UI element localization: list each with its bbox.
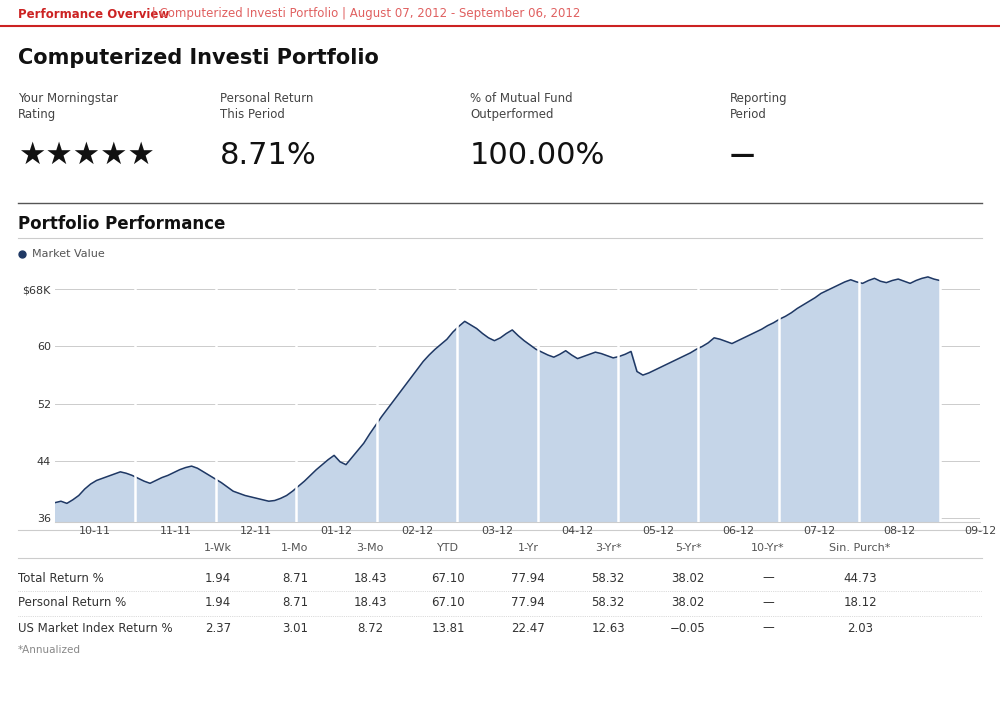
Text: 8.71%: 8.71% (220, 140, 317, 170)
Text: 1.94: 1.94 (205, 572, 231, 585)
Text: 1-Yr: 1-Yr (518, 543, 538, 553)
Text: —: — (730, 143, 755, 167)
Text: Period: Period (730, 108, 767, 121)
Text: Rating: Rating (18, 108, 56, 121)
Text: 38.02: 38.02 (671, 597, 705, 610)
Text: Total Return %: Total Return % (18, 572, 104, 585)
Text: Your Morningstar: Your Morningstar (18, 92, 118, 105)
Text: Personal Return %: Personal Return % (18, 597, 126, 610)
Text: 58.32: 58.32 (591, 572, 625, 585)
Text: 1-Wk: 1-Wk (204, 543, 232, 553)
Text: 22.47: 22.47 (511, 622, 545, 635)
Text: Outperformed: Outperformed (470, 108, 554, 121)
Text: Computerized Investi Portfolio: Computerized Investi Portfolio (18, 48, 379, 68)
Text: 3-Mo: 3-Mo (356, 543, 384, 553)
Text: 8.71: 8.71 (282, 597, 308, 610)
Text: 58.32: 58.32 (591, 597, 625, 610)
Text: Market Value: Market Value (32, 249, 105, 259)
Text: —: — (762, 597, 774, 610)
Text: Performance Overview: Performance Overview (18, 8, 169, 21)
Text: 67.10: 67.10 (431, 572, 465, 585)
Text: 67.10: 67.10 (431, 597, 465, 610)
Text: | Computerized Investi Portfolio | August 07, 2012 - September 06, 2012: | Computerized Investi Portfolio | Augus… (148, 8, 580, 21)
Text: 1.94: 1.94 (205, 597, 231, 610)
Text: 77.94: 77.94 (511, 597, 545, 610)
Text: —: — (762, 622, 774, 635)
Text: Sin. Purch*: Sin. Purch* (829, 543, 891, 553)
Text: ★★★★★: ★★★★★ (18, 140, 155, 170)
Text: % of Mutual Fund: % of Mutual Fund (470, 92, 573, 105)
Text: *Annualized: *Annualized (18, 645, 81, 655)
Text: 18.12: 18.12 (843, 597, 877, 610)
Text: 100.00%: 100.00% (470, 140, 605, 170)
Text: 18.43: 18.43 (353, 597, 387, 610)
Text: US Market Index Return %: US Market Index Return % (18, 622, 173, 635)
Text: 1-Mo: 1-Mo (281, 543, 309, 553)
Text: −0.05: −0.05 (670, 622, 706, 635)
Text: 44.73: 44.73 (843, 572, 877, 585)
Text: 13.81: 13.81 (431, 622, 465, 635)
Text: 2.37: 2.37 (205, 622, 231, 635)
Text: 18.43: 18.43 (353, 572, 387, 585)
Text: 8.71: 8.71 (282, 572, 308, 585)
Text: —: — (762, 572, 774, 585)
Text: 2.03: 2.03 (847, 622, 873, 635)
Text: This Period: This Period (220, 108, 285, 121)
Text: 10-Yr*: 10-Yr* (751, 543, 785, 553)
Text: 5-Yr*: 5-Yr* (675, 543, 701, 553)
Text: Reporting: Reporting (730, 92, 788, 105)
Text: 38.02: 38.02 (671, 572, 705, 585)
Text: 3.01: 3.01 (282, 622, 308, 635)
Text: Portfolio Performance: Portfolio Performance (18, 215, 225, 233)
Text: YTD: YTD (437, 543, 459, 553)
Text: Personal Return: Personal Return (220, 92, 313, 105)
Text: 3-Yr*: 3-Yr* (595, 543, 621, 553)
Text: 8.72: 8.72 (357, 622, 383, 635)
Text: 12.63: 12.63 (591, 622, 625, 635)
Text: 77.94: 77.94 (511, 572, 545, 585)
